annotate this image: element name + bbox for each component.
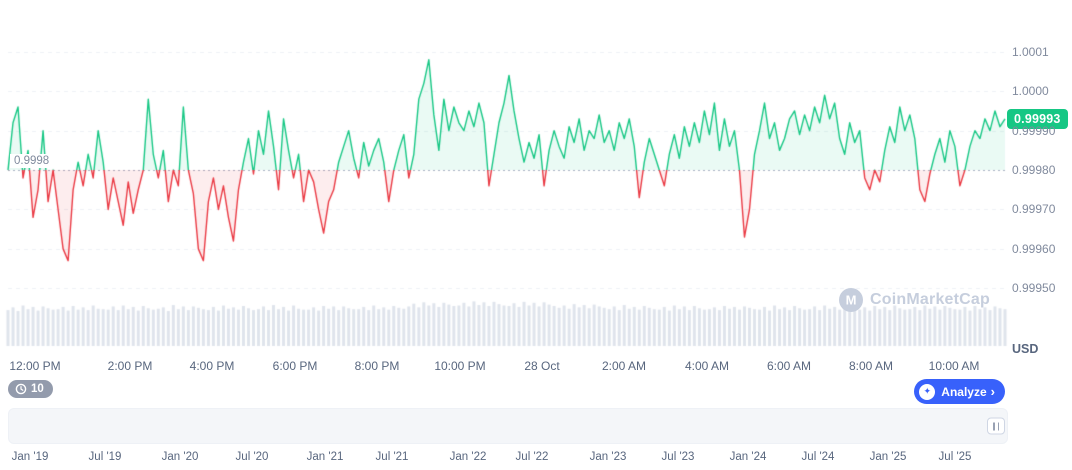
timeline-year-label: Jan '24	[729, 451, 767, 463]
timeline-year-label: Jan '25	[869, 451, 907, 463]
timeline-year-label: Jan '19	[11, 451, 49, 463]
x-axis-label: 6:00 AM	[766, 359, 812, 373]
timeline-year-label: Jul '21	[375, 451, 409, 463]
x-axis-label: 10:00 AM	[928, 359, 980, 373]
timeline-year-labels[interactable]: Jan '19 Jul '19 Jan '20 Jul '20 Jan '21 Jul '…	[0, 451, 1010, 467]
handle-grip-bar	[993, 422, 995, 430]
timeline-year-label: Jul '22	[515, 451, 549, 463]
timeline-year-label: Jul '24	[801, 451, 835, 463]
x-axis-label: 6:00 PM	[272, 359, 318, 373]
x-axis-label: 10:00 PM	[434, 359, 486, 373]
timeline-year-label: Jan '20	[161, 451, 199, 463]
slider-handle-right[interactable]	[987, 417, 1005, 435]
analyze-label: Analyze	[941, 384, 987, 399]
x-axis-label: 12:00 PM	[9, 359, 61, 373]
y-axis-label: 1.0000	[1012, 84, 1049, 99]
coinmarketcap-watermark: M CoinMarketCap	[839, 288, 990, 312]
timeline-year-label: Jul '19	[88, 451, 122, 463]
timeline-year-label: Jul '20	[235, 451, 269, 463]
timeline-year-label: Jul '25	[938, 451, 972, 463]
y-axis-label: 0.99960	[1012, 241, 1056, 256]
x-axis-label: 2:00 PM	[107, 359, 153, 373]
coinmarketcap-logo-icon: M	[839, 288, 864, 312]
x-axis-label: 8:00 PM	[354, 359, 400, 373]
x-axis-labels: 12:00 PM 2:00 PM 4:00 PM 6:00 PM 8:00 PM 10:0…	[0, 359, 1010, 375]
x-axis-label: 8:00 AM	[848, 359, 894, 373]
analyze-button[interactable]: ✦ Analyze ›	[914, 379, 1005, 404]
timeline-year-label: Jan '23	[589, 451, 627, 463]
y-axis-label: 1.0001	[1012, 44, 1049, 59]
x-axis-label: 4:00 AM	[684, 359, 730, 373]
y-axis-label: 0.99990	[1012, 123, 1056, 138]
y-axis-label: 0.99980	[1012, 163, 1056, 178]
y-axis-label: 0.99950	[1012, 281, 1056, 296]
y-axis-label: 0.99970	[1012, 202, 1056, 217]
timeline-year-label: Jan '22	[449, 451, 487, 463]
price-chart-canvas[interactable]	[0, 0, 1072, 355]
chevron-right-icon: ›	[990, 384, 995, 399]
analyze-ai-icon: ✦	[919, 383, 936, 400]
handle-grip-bar	[997, 422, 999, 430]
history-badge[interactable]: 10	[8, 380, 53, 398]
watermark-text: CoinMarketCap	[870, 291, 990, 308]
history-count: 10	[31, 383, 44, 395]
timeline-year-label: Jan '21	[306, 451, 344, 463]
currency-label: USD	[1012, 342, 1039, 356]
svg-text:M: M	[846, 293, 857, 308]
x-axis-label: 28 Oct	[524, 359, 560, 373]
current-price-badge: 0.99993	[1007, 108, 1068, 129]
date-range-slider[interactable]	[8, 408, 1008, 444]
baseline-price-label: 0.9998	[10, 154, 54, 169]
x-axis-label: 4:00 PM	[189, 359, 235, 373]
history-clock-icon	[15, 383, 27, 395]
timeline-year-label: Jul '23	[661, 451, 695, 463]
x-axis-label: 2:00 AM	[601, 359, 647, 373]
